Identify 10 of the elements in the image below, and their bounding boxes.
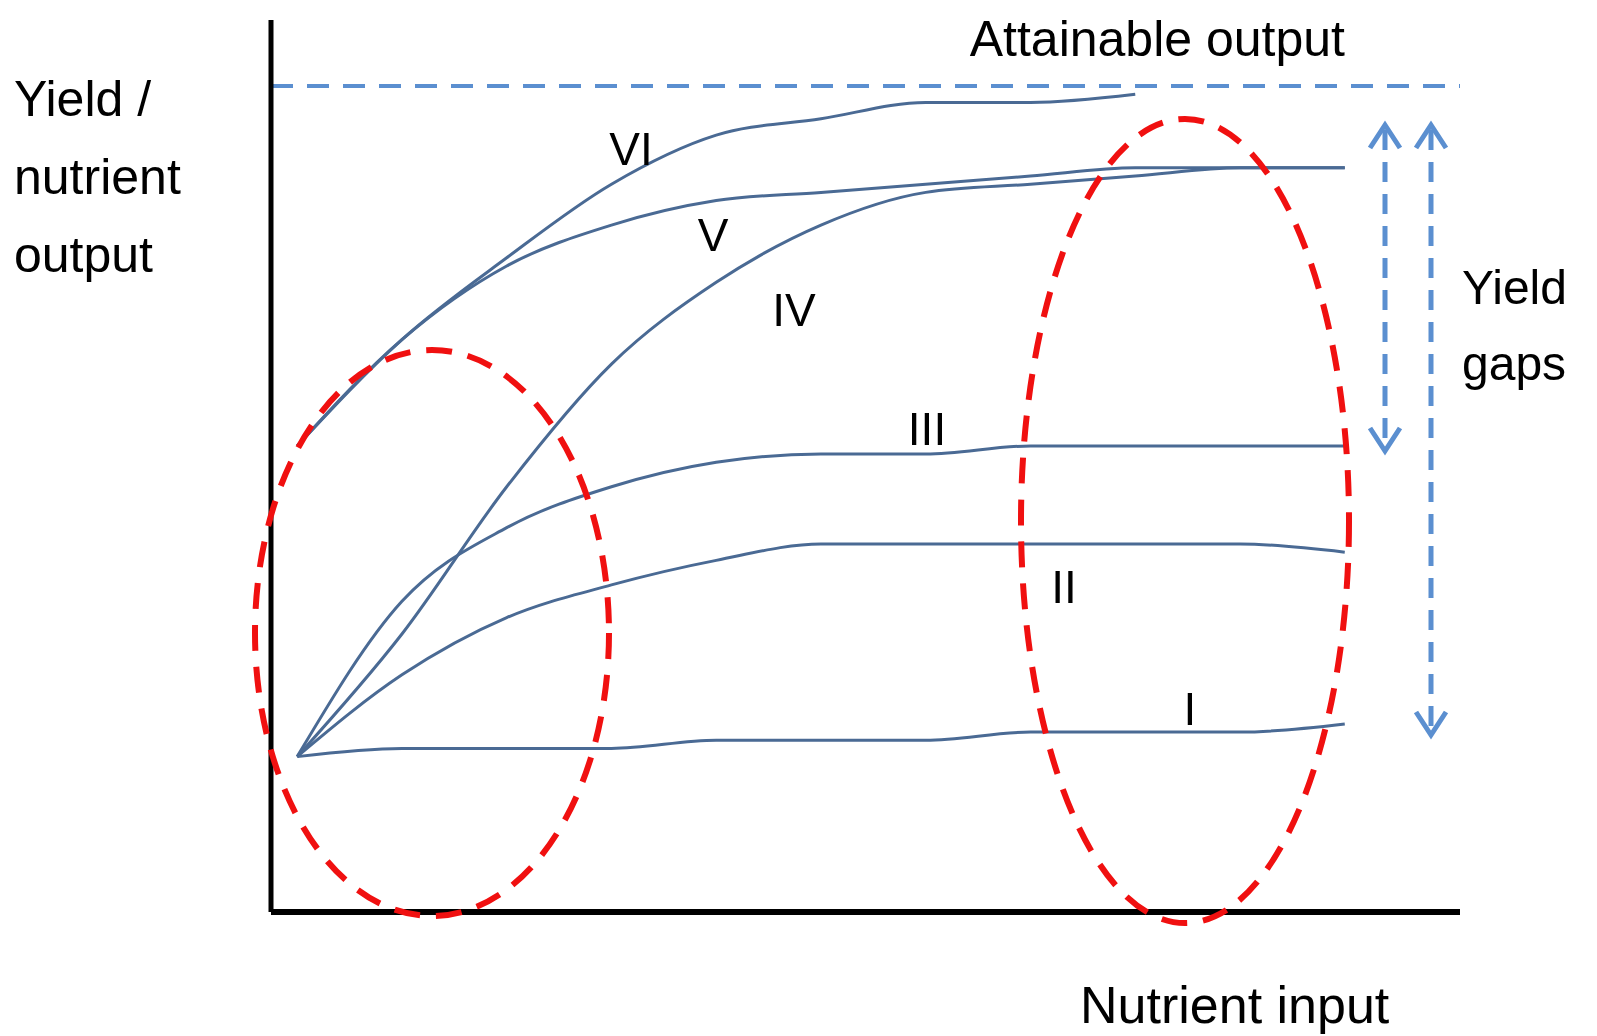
text: Yield gaps xyxy=(1462,260,1568,392)
y-axis-title: Yield / nutrient output xyxy=(14,70,182,285)
series-label: V xyxy=(697,209,729,262)
series-label: IV xyxy=(772,284,817,337)
series-label: III xyxy=(907,403,947,456)
series-label: I xyxy=(1183,683,1197,736)
series-label: II xyxy=(1051,561,1077,614)
ref-line-label: Attainable output xyxy=(969,11,1346,68)
series-label: VI xyxy=(609,123,653,176)
x-axis-title: Nutrient input xyxy=(1080,975,1390,1035)
